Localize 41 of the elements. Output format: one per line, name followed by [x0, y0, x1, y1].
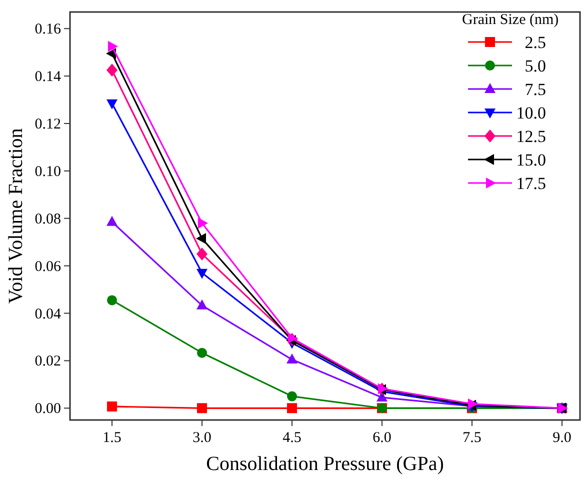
- y-tick-label: 0.12: [34, 116, 61, 132]
- point: [108, 40, 118, 52]
- x-tick-label: 1.5: [102, 430, 122, 446]
- x-tick-label: 3.0: [192, 430, 212, 446]
- y-tick-label: 0.10: [34, 164, 61, 180]
- x-tick-label: 9.0: [552, 430, 572, 446]
- point: [107, 295, 117, 306]
- y-tick-label: 0.16: [34, 22, 62, 38]
- legend-label: 17.5: [516, 174, 546, 193]
- point: [287, 391, 297, 402]
- point: [106, 64, 118, 77]
- point: [197, 403, 207, 414]
- point: [106, 216, 118, 226]
- y-tick-label: 0.00: [34, 401, 61, 418]
- x-tick-label: 7.5: [462, 430, 482, 446]
- y-tick-label: 0.08: [34, 211, 61, 228]
- point: [287, 403, 297, 414]
- y-axis-title: Void Volume Fraction: [5, 128, 27, 304]
- y-tick-label: 0.14: [34, 69, 62, 86]
- legend-label: 15.0: [516, 150, 546, 170]
- x-tick-label: 6.0: [372, 430, 392, 446]
- point: [196, 247, 208, 260]
- point: [196, 299, 208, 310]
- legend-label: 2.5: [524, 33, 546, 52]
- y-tick-label: 0.04: [34, 306, 62, 322]
- y-tick-label: 0.02: [34, 354, 61, 370]
- point: [198, 218, 208, 229]
- y-tick-label: 0.06: [34, 258, 62, 275]
- point: [196, 233, 206, 244]
- x-axis-title: Consolidation Pressure (GPa): [206, 453, 444, 475]
- point: [197, 348, 207, 358]
- point: [107, 401, 117, 412]
- point: [286, 354, 298, 364]
- legend-label: 5.0: [524, 56, 546, 76]
- point: [196, 268, 208, 279]
- legend-label: 10.0: [516, 104, 546, 122]
- point: [106, 99, 118, 110]
- legend-title: Grain Size (nm): [462, 12, 559, 28]
- legend-label: 7.5: [524, 80, 546, 99]
- x-tick-label: 4.5: [282, 430, 302, 446]
- legend-label: 12.5: [516, 127, 546, 146]
